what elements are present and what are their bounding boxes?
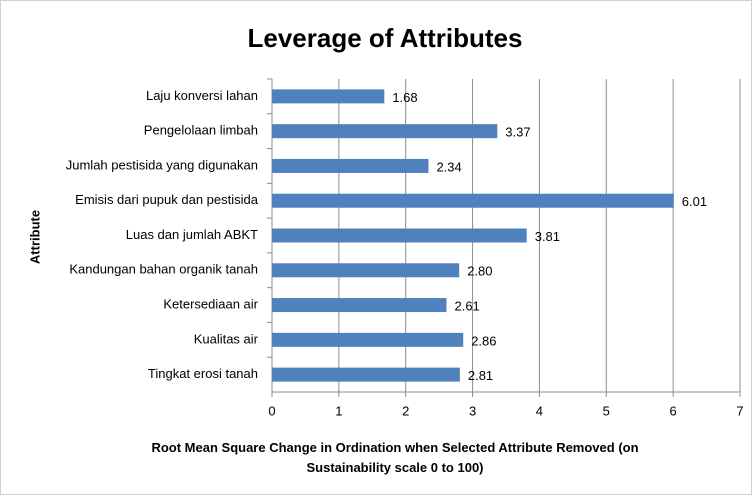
y-tick-label: Laju konversi lahan — [146, 88, 258, 103]
x-tick-label: 5 — [603, 403, 610, 418]
bar — [272, 332, 464, 347]
x-tick-label: 4 — [536, 403, 543, 418]
bar — [272, 193, 674, 208]
bar — [272, 263, 460, 278]
y-tick-label: Jumlah pestisida yang digunakan — [66, 157, 258, 172]
x-tick-label: 0 — [268, 403, 275, 418]
value-label: 2.81 — [468, 368, 493, 383]
x-tick-label: 1 — [335, 403, 342, 418]
y-tick-label: Pengelolaan limbah — [144, 123, 258, 138]
bar — [272, 158, 429, 173]
value-label: 2.34 — [436, 159, 461, 174]
y-tick-label: Tingkat erosi tanah — [148, 366, 258, 381]
y-tick-label: Emisis dari pupuk dan pestisida — [75, 192, 259, 207]
value-label: 3.37 — [505, 125, 530, 140]
chart-title: Leverage of Attributes — [248, 23, 523, 53]
y-tick-label: Kualitas air — [194, 331, 259, 346]
y-tick-label: Ketersediaan air — [163, 296, 258, 311]
value-label: 2.61 — [454, 298, 479, 313]
y-axis-label: Attribute — [27, 210, 42, 264]
value-label: 6.01 — [682, 194, 707, 209]
x-tick-label: 2 — [402, 403, 409, 418]
value-label: 2.86 — [471, 333, 496, 348]
bar — [272, 367, 460, 382]
x-tick-label: 3 — [469, 403, 476, 418]
bar — [272, 124, 498, 139]
y-tick-label: Kandungan bahan organik tanah — [69, 262, 258, 277]
value-label: 3.81 — [535, 229, 560, 244]
y-tick-label: Luas dan jumlah ABKT — [126, 227, 258, 242]
bar — [272, 89, 385, 104]
value-label: 1.68 — [392, 90, 417, 105]
bar — [272, 228, 527, 243]
x-tick-label: 6 — [670, 403, 677, 418]
bar — [272, 298, 447, 313]
value-label: 2.80 — [467, 264, 492, 279]
x-axis-label: Root Mean Square Change in Ordination wh… — [151, 440, 639, 475]
x-tick-label: 7 — [736, 403, 743, 418]
